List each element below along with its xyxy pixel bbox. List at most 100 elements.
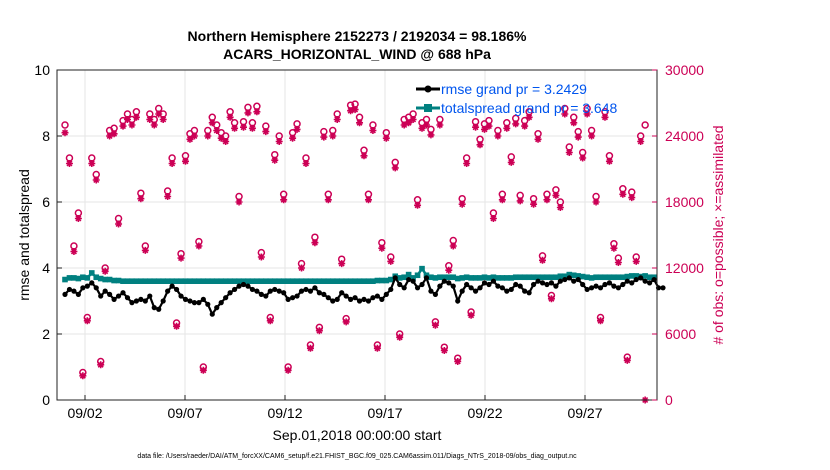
- rmse-point: [370, 295, 376, 301]
- assimilated-obs-point: [119, 122, 127, 130]
- rmse-point: [361, 296, 367, 302]
- assimilated-obs-point: [400, 121, 408, 129]
- rmse-point: [330, 298, 336, 304]
- plot-frame: [56, 69, 658, 401]
- x-tick-label: 09/07: [167, 405, 202, 421]
- assimilated-obs-point: [351, 106, 359, 114]
- spread-point: [553, 274, 559, 281]
- rmse-point: [307, 288, 314, 294]
- assimilated-obs-point: [369, 127, 377, 134]
- assimilated-obs-point: [186, 135, 194, 143]
- y-right-tick-label: 18000: [665, 194, 704, 210]
- assimilated-obs-point: [472, 123, 480, 131]
- rmse-point: [388, 286, 394, 293]
- assimilated-obs-point: [128, 121, 136, 129]
- rmse-point: [446, 280, 452, 286]
- spread-point: [486, 275, 492, 281]
- spread-point: [115, 277, 122, 284]
- assimilated-obs-point: [226, 113, 234, 121]
- assimilated-obs-point: [521, 122, 529, 130]
- spread-point: [111, 277, 117, 284]
- rmse-point: [298, 288, 305, 294]
- rmse-point: [437, 283, 443, 289]
- assimilated-obs-point: [123, 116, 131, 123]
- assimilated-obs-point: [539, 256, 547, 264]
- assimilated-obs-point: [373, 344, 381, 352]
- assimilated-obs-point: [155, 110, 163, 118]
- spread-point: [352, 278, 358, 284]
- assimilated-obs-point: [467, 311, 475, 319]
- spread-point: [387, 276, 394, 283]
- y-tick-label: 0: [42, 392, 50, 408]
- possible-obs-point: [641, 121, 649, 129]
- rmse-point: [530, 281, 537, 288]
- rmse-point: [75, 291, 81, 297]
- rmse-point: [254, 288, 260, 294]
- rmse-point: [93, 285, 99, 291]
- rmse-point: [383, 291, 389, 297]
- rmse-point: [138, 296, 144, 302]
- rmse-point: [423, 275, 430, 281]
- y-right-tick-label: 30000: [665, 62, 704, 78]
- spread-point: [481, 274, 488, 281]
- rmse-point: [374, 293, 380, 299]
- rmse-point: [365, 298, 372, 304]
- rmse-point: [276, 288, 282, 294]
- rmse-point: [562, 276, 568, 283]
- assimilated-obs-point: [311, 239, 319, 247]
- rmse-point: [392, 275, 398, 281]
- assimilated-obs-point: [619, 190, 627, 198]
- assimilated-obs-point: [173, 322, 181, 330]
- rmse-point: [490, 278, 497, 284]
- assimilated-obs-point: [181, 157, 189, 165]
- y-tick-label: 10: [34, 62, 50, 78]
- spread-point: [539, 274, 546, 281]
- spread-point: [450, 274, 457, 281]
- rmse-point: [606, 280, 613, 286]
- spread-point: [236, 278, 242, 284]
- spread-point: [343, 278, 349, 284]
- spread-point: [196, 278, 202, 284]
- assimilated-obs-point: [530, 200, 538, 208]
- rmse-point: [397, 281, 403, 288]
- assimilated-obs-point: [324, 196, 332, 204]
- assimilated-obs-point: [637, 138, 645, 145]
- spread-point: [227, 278, 233, 284]
- spread-point: [441, 274, 448, 281]
- assimilated-obs-point: [244, 109, 252, 117]
- spread-point: [423, 272, 430, 279]
- rmse-point: [348, 296, 354, 302]
- assimilated-obs-point: [418, 124, 426, 132]
- spread-point: [566, 271, 573, 278]
- y-right-tick-label: 24000: [665, 128, 704, 144]
- rmse-point: [227, 290, 233, 296]
- spread-point: [419, 265, 425, 272]
- spread-point: [307, 278, 314, 284]
- assimilated-obs-point: [329, 132, 337, 140]
- spread-point: [383, 277, 390, 284]
- rmse-point: [414, 285, 421, 291]
- spread-point: [245, 278, 251, 284]
- spread-point: [102, 276, 108, 283]
- spread-point: [187, 278, 193, 284]
- assimilated-obs-point: [208, 119, 216, 127]
- assimilated-obs-point: [605, 157, 613, 165]
- rmse-point: [200, 296, 206, 302]
- assimilated-obs-point: [306, 344, 314, 352]
- spread-point: [584, 274, 590, 281]
- rmse-point: [263, 293, 269, 299]
- rmse-point: [459, 288, 465, 294]
- rmse-point: [406, 276, 412, 283]
- assimilated-obs-point: [494, 132, 502, 140]
- assimilated-obs-point: [565, 149, 573, 156]
- rmse-point: [548, 280, 555, 286]
- spread-point: [365, 278, 372, 284]
- rmse-point: [535, 278, 541, 284]
- spread-point: [267, 278, 274, 284]
- rmse-point: [629, 280, 635, 286]
- rmse-point: [267, 288, 273, 294]
- rmse-point: [450, 283, 456, 289]
- rmse-point: [321, 291, 327, 297]
- spread-point: [490, 274, 497, 281]
- assimilated-obs-point: [315, 327, 323, 335]
